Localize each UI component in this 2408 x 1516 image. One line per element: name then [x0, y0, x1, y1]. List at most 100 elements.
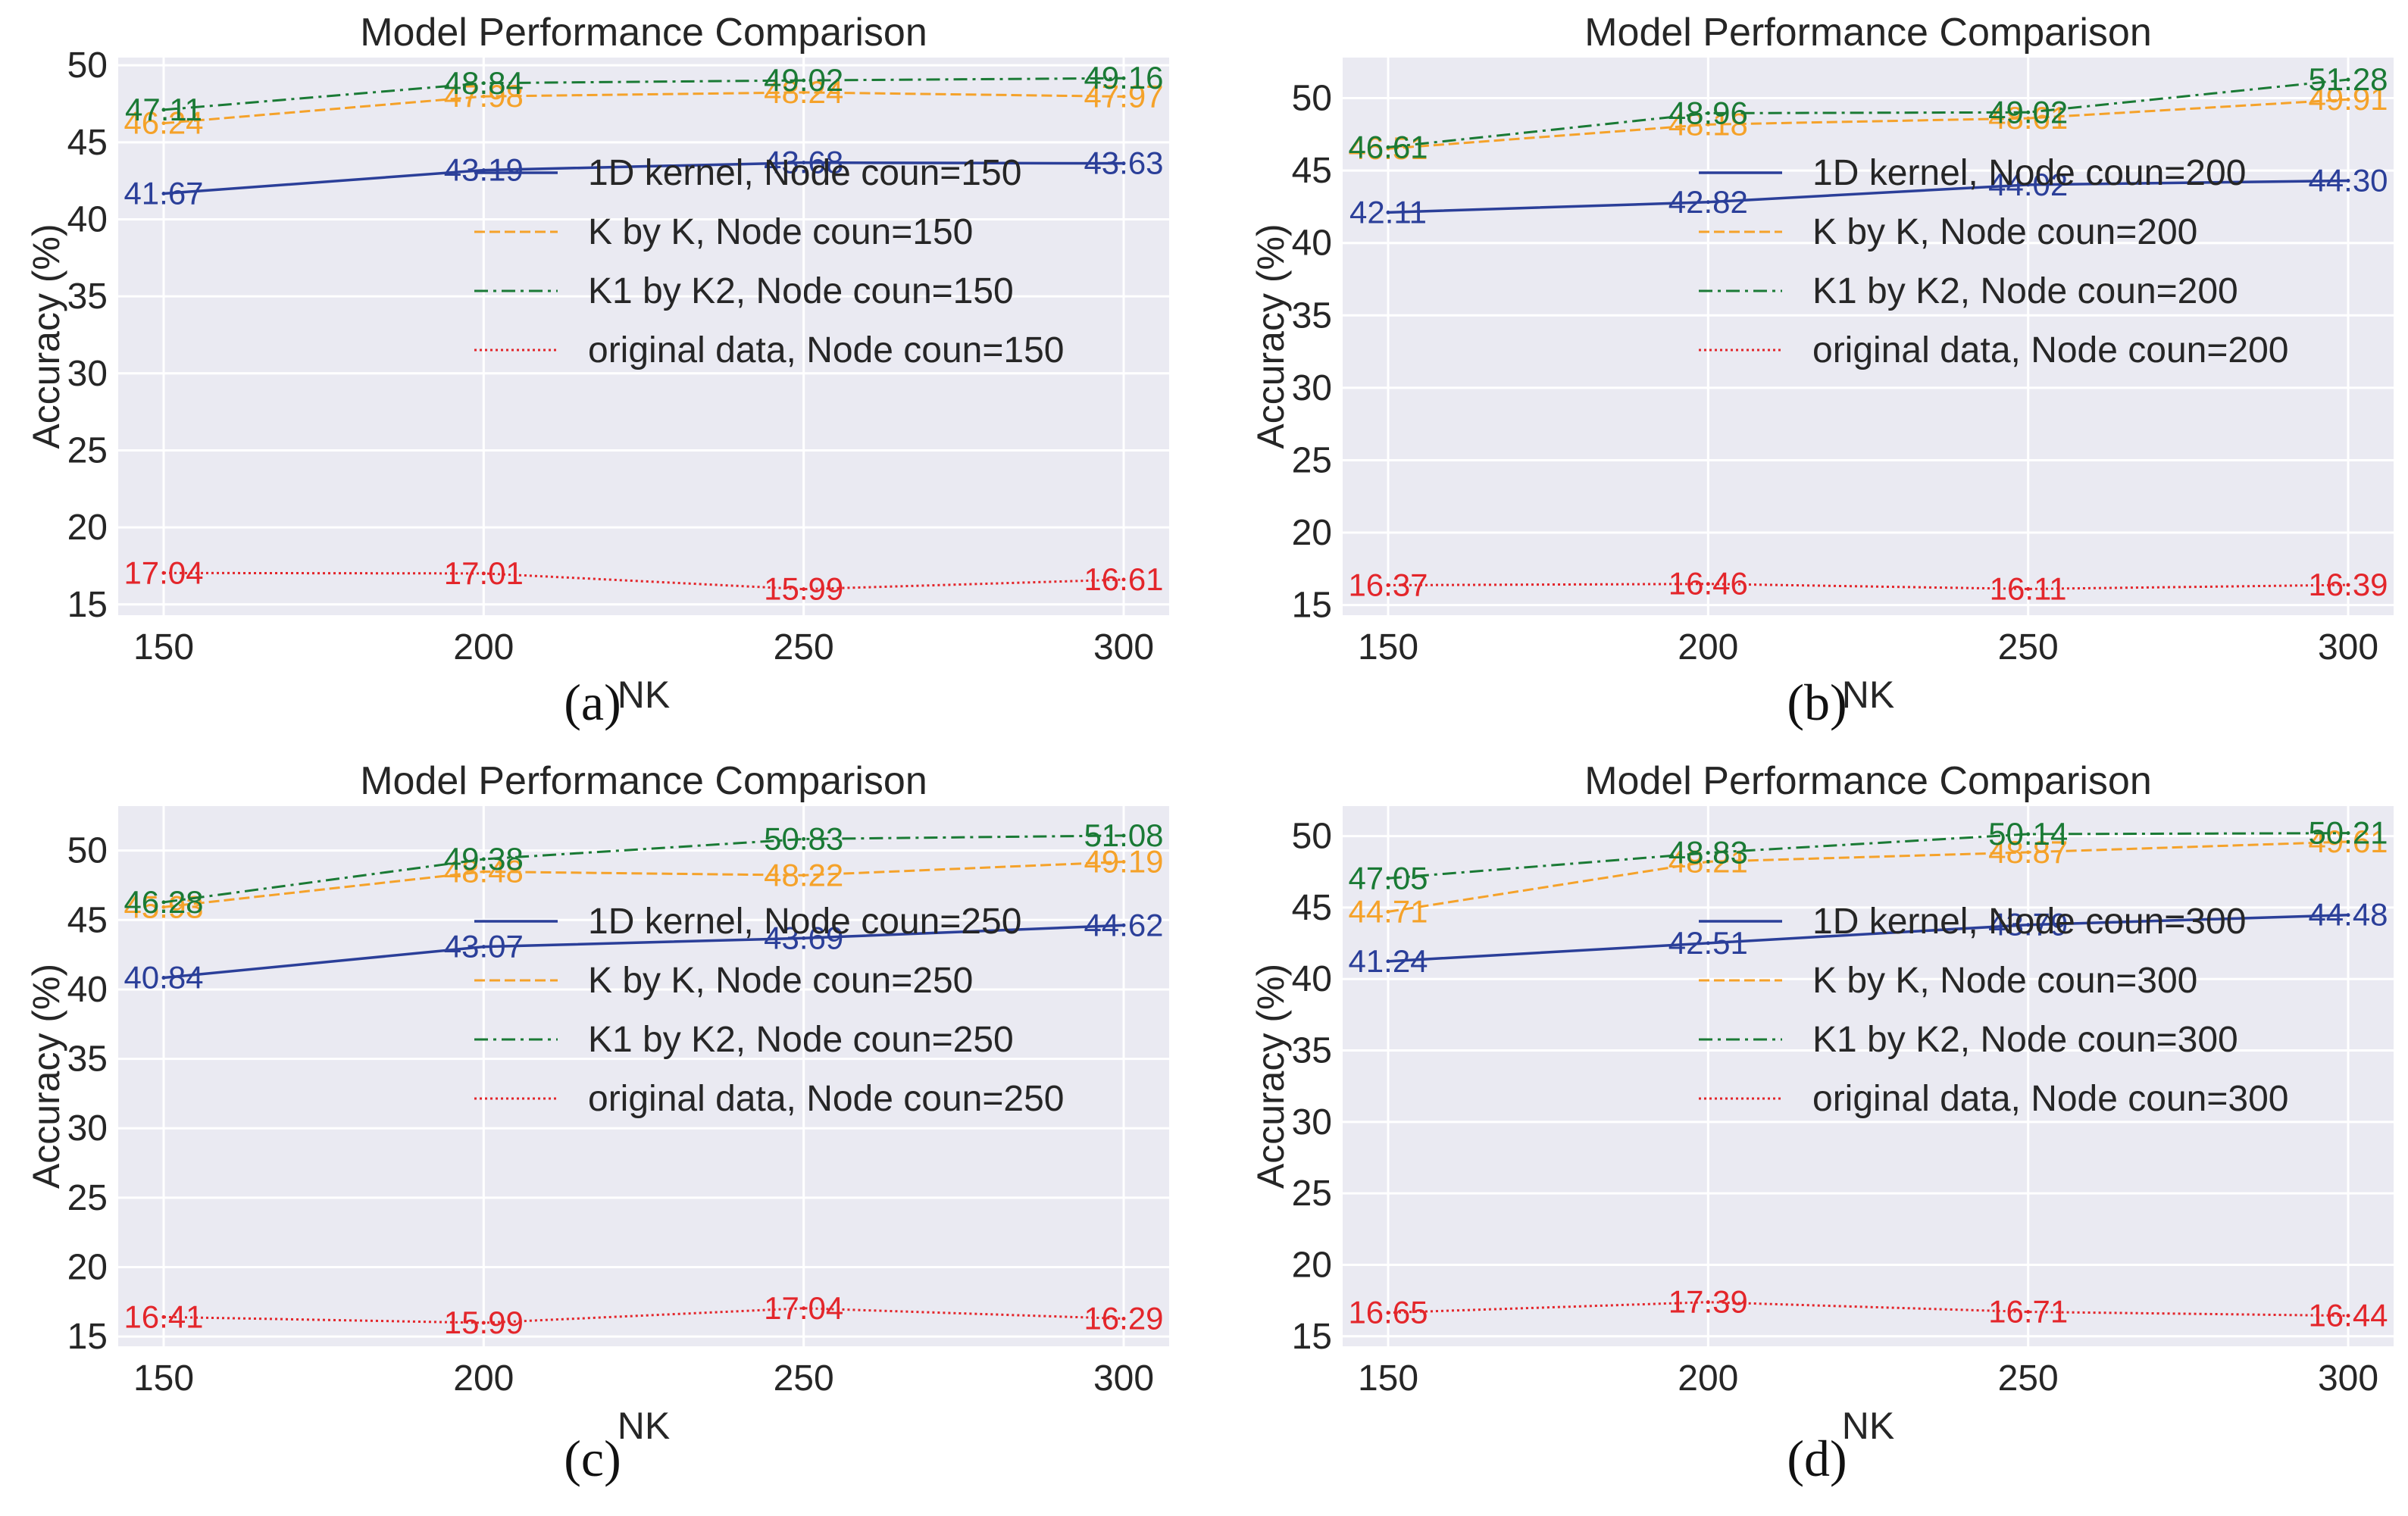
- legend-label: 1D kernel, Node coun=250: [588, 902, 1021, 942]
- series-line-2: [163, 834, 1124, 904]
- data-point: [1121, 923, 1126, 927]
- data-label: 48.61: [1988, 100, 2068, 136]
- data-point: [1386, 959, 1390, 964]
- data-point: [1121, 833, 1126, 838]
- series-line-2: [163, 77, 1124, 111]
- data-point: [2346, 178, 2350, 183]
- x-tick-label: 300: [2318, 1358, 2378, 1399]
- y-tick-label: 40: [1292, 223, 1332, 264]
- data-point: [802, 161, 806, 165]
- data-point: [1706, 859, 1710, 864]
- data-label: 16.46: [1668, 566, 1748, 602]
- data-label: 44.62: [1084, 907, 1163, 942]
- data-label: 41.67: [124, 176, 203, 211]
- x-tick-label: 250: [774, 1358, 834, 1399]
- data-label: 49.02: [764, 62, 843, 98]
- panel-caption: (b): [1787, 674, 1847, 731]
- y-axis-label: Accuracy (%): [25, 964, 67, 1189]
- data-label: 16.65: [1348, 1295, 1428, 1330]
- series-line-3: [163, 1307, 1124, 1324]
- data-point: [2346, 583, 2350, 587]
- legend-label: K1 by K2, Node coun=250: [588, 1020, 1014, 1060]
- data-point: [161, 976, 166, 980]
- data-point: [481, 81, 486, 86]
- data-label: 49.16: [1084, 60, 1163, 95]
- series-line-0: [163, 924, 1124, 980]
- data-label: 43.69: [764, 920, 843, 955]
- x-tick-label: 250: [1998, 1358, 2059, 1399]
- data-label: 17.04: [764, 1290, 843, 1326]
- data-label: 15.99: [764, 571, 843, 607]
- y-axis-label: Accuracy (%): [25, 223, 67, 449]
- y-axis-label: Accuracy (%): [1249, 964, 1292, 1189]
- data-label: 43.68: [764, 145, 843, 180]
- data-label: 49.61: [2308, 824, 2388, 859]
- data-point: [2346, 1314, 2350, 1318]
- data-point: [1121, 76, 1126, 80]
- data-point: [161, 108, 166, 112]
- data-label: 43.07: [444, 929, 524, 964]
- y-tick-label: 30: [67, 354, 108, 394]
- data-point: [2026, 850, 2031, 855]
- data-point: [802, 936, 806, 940]
- data-point: [2346, 839, 2350, 844]
- y-tick-label: 25: [1292, 440, 1332, 480]
- plot-area: [1343, 58, 2394, 615]
- series-line-1: [1387, 98, 2349, 150]
- panel-caption: (d): [1787, 1430, 1847, 1487]
- x-tick-label: 150: [1358, 627, 1418, 667]
- data-label: 43.19: [444, 152, 524, 188]
- y-tick-label: 45: [67, 123, 108, 163]
- series-line-0: [163, 161, 1124, 195]
- x-tick-label: 150: [133, 627, 194, 667]
- x-axis-label: NK: [618, 674, 670, 716]
- data-label: 48.87: [1988, 834, 2068, 870]
- chart-panel-c: 15 20 25 30 35 40 45 50 150 200 250 300 Model Perfor…: [25, 759, 1169, 1487]
- data-label: 48.83: [1668, 835, 1748, 871]
- data-point: [1121, 1317, 1126, 1321]
- data-label: 16.61: [1084, 561, 1163, 597]
- data-label: 17.39: [1668, 1284, 1748, 1320]
- legend-label: K by K, Node coun=150: [588, 212, 973, 252]
- data-point: [1706, 582, 1710, 586]
- data-point: [1386, 583, 1390, 587]
- data-label: 43.79: [1988, 907, 2068, 942]
- y-tick-label: 50: [1292, 79, 1332, 119]
- data-label: 42.51: [1668, 925, 1748, 961]
- data-label: 48.84: [444, 65, 524, 101]
- y-tick-label: 45: [1292, 888, 1332, 928]
- y-tick-label: 15: [67, 585, 108, 625]
- y-tick-label: 25: [67, 430, 108, 470]
- data-point: [481, 1321, 486, 1325]
- data-point: [161, 121, 166, 126]
- y-tick-label: 35: [67, 1039, 108, 1080]
- data-point: [2026, 110, 2031, 114]
- data-point: [1386, 1311, 1390, 1315]
- y-tick-label: 20: [1292, 1245, 1332, 1285]
- data-point: [1386, 909, 1390, 914]
- series-line-3: [1387, 583, 2349, 590]
- y-tick-label: 15: [1292, 586, 1332, 626]
- data-label: 40.84: [124, 960, 203, 996]
- data-label: 41.24: [1348, 943, 1428, 979]
- legend-label: original data, Node coun=150: [588, 330, 1064, 370]
- series-line-3: [163, 571, 1124, 591]
- data-label: 16.71: [1988, 1294, 2068, 1330]
- series-line-3: [1387, 1301, 2349, 1318]
- data-label: 49.91: [2308, 81, 2388, 117]
- chart-title: Model Performance Comparison: [1584, 759, 2152, 803]
- series-line-1: [163, 91, 1124, 125]
- y-tick-label: 45: [1292, 151, 1332, 191]
- data-point: [1706, 122, 1710, 127]
- data-point: [802, 836, 806, 841]
- data-label: 17.04: [124, 555, 203, 590]
- data-point: [481, 168, 486, 173]
- y-tick-label: 25: [67, 1178, 108, 1218]
- x-tick-label: 300: [1093, 1358, 1154, 1399]
- data-point: [1706, 1300, 1710, 1305]
- x-tick-label: 300: [1093, 627, 1154, 667]
- data-label: 51.08: [1084, 817, 1163, 853]
- data-label: 50.83: [764, 821, 843, 856]
- data-point: [481, 571, 486, 576]
